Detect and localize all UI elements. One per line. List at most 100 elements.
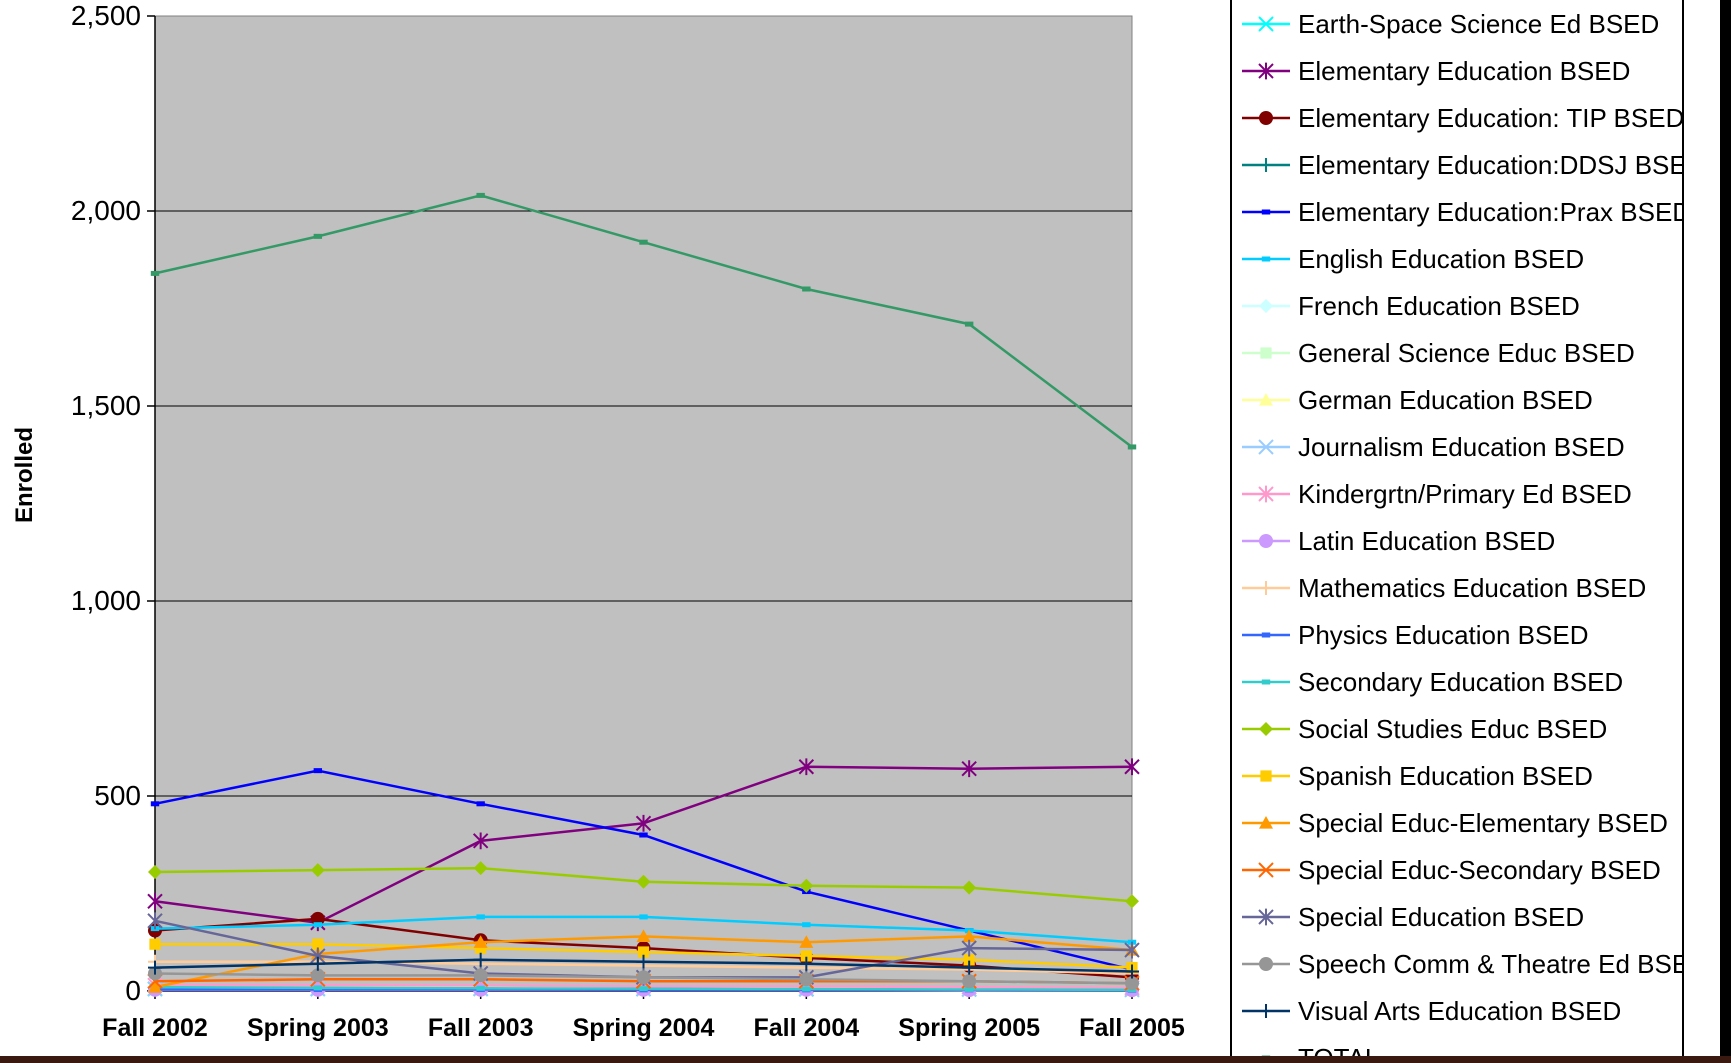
- data-point: [636, 874, 651, 889]
- legend-swatch: [1242, 1004, 1290, 1018]
- data-point: [800, 950, 812, 962]
- data-point: [473, 952, 488, 967]
- data-point: [1125, 894, 1139, 909]
- y-axis-label: Enrolled: [11, 427, 38, 523]
- legend-label: Elementary Education BSED: [1298, 56, 1631, 86]
- data-point: [1258, 62, 1274, 80]
- data-point: [1259, 581, 1273, 595]
- data-point: [1261, 679, 1271, 685]
- data-point: [1261, 1055, 1271, 1056]
- legend-label: Earth-Space Science Ed BSED: [1298, 9, 1660, 39]
- legend-item: Journalism Education BSED: [1232, 427, 1682, 467]
- legend-item: TOTAL: [1232, 1038, 1682, 1056]
- data-point: [639, 832, 648, 838]
- legend-swatch: [1242, 581, 1290, 595]
- data-point: [150, 270, 160, 276]
- data-point: [473, 861, 488, 876]
- legend-swatch: [1242, 862, 1290, 878]
- legend-swatch: [1242, 299, 1290, 313]
- data-point: [1259, 816, 1273, 829]
- data-point: [639, 986, 648, 992]
- series-lines: [147, 192, 1140, 998]
- data-point: [1125, 976, 1139, 991]
- data-point: [147, 892, 163, 910]
- data-point: [1125, 964, 1139, 979]
- x-tick-label: Spring 2003: [247, 1014, 389, 1042]
- x-tick-label: Spring 2004: [573, 1014, 715, 1042]
- legend-label: Speech Comm & Theatre Ed BSED: [1298, 949, 1684, 979]
- x-tick-label: Spring 2005: [898, 1014, 1040, 1042]
- legend-swatch: [1242, 111, 1290, 125]
- y-tick-label: 500: [94, 780, 141, 811]
- legend-item: Special Educ-Secondary BSED: [1232, 850, 1682, 890]
- legend-label: French Education BSED: [1298, 291, 1580, 321]
- x-axis-ticks: Fall 2002 Spring 2003 Fall 2003 Spring 2004…: [102, 991, 1185, 1042]
- y-axis-ticks: 0 500 1,000 1,500 2,000 2,500: [71, 0, 155, 1006]
- x-tick-label: Fall 2004: [754, 1014, 860, 1042]
- legend-label: Physics Education BSED: [1298, 620, 1589, 650]
- legend-item: Physics Education BSED: [1232, 615, 1682, 655]
- data-point: [964, 321, 974, 327]
- bottom-border: [0, 1056, 1731, 1063]
- x-tick-label: Fall 2002: [102, 1014, 208, 1042]
- legend-swatch: [1242, 62, 1290, 80]
- legend-swatch: [1242, 209, 1290, 215]
- data-point: [1259, 393, 1273, 406]
- data-point: [476, 914, 485, 920]
- data-point: [476, 985, 485, 991]
- data-point: [802, 286, 811, 292]
- data-point: [1258, 439, 1274, 455]
- legend-label: Spanish Education BSED: [1298, 761, 1593, 791]
- data-point: [636, 970, 651, 985]
- gridlines: [155, 210, 1132, 797]
- data-point: [1124, 941, 1140, 959]
- data-point: [639, 914, 648, 920]
- legend-label: Kindergrtn/Primary Ed BSED: [1298, 479, 1632, 509]
- legend-item: Elementary Education:Prax BSED: [1232, 192, 1682, 232]
- data-point: [1261, 632, 1271, 638]
- legend-label: German Education BSED: [1298, 385, 1593, 415]
- data-point: [636, 954, 651, 969]
- legend-item: Speech Comm & Theatre Ed BSED: [1232, 944, 1682, 984]
- data-point: [1259, 299, 1273, 313]
- data-point: [961, 939, 977, 957]
- y-tick-label: 2,000: [71, 195, 141, 226]
- line-chart: 0 500 1,000 1,500 2,000 2,500 Fall 2002 Spring…: [11, 0, 1185, 1042]
- data-point: [310, 863, 325, 878]
- data-point: [637, 946, 650, 958]
- legend-item: General Science Educ BSED: [1232, 333, 1682, 373]
- legend-swatch: [1261, 1055, 1271, 1056]
- legend-label: Visual Arts Education BSED: [1298, 996, 1622, 1026]
- legend-item: English Education BSED: [1232, 239, 1682, 279]
- legend-swatch: [1242, 347, 1290, 359]
- legend-label: Mathematics Education BSED: [1298, 573, 1647, 603]
- legend-label: Elementary Education:DDSJ BSED: [1298, 150, 1684, 180]
- legend-swatch: [1242, 679, 1290, 685]
- data-point: [799, 956, 814, 971]
- legend-item: Social Studies Educ BSED: [1232, 709, 1682, 749]
- data-point: [310, 968, 325, 983]
- data-point: [1261, 256, 1271, 262]
- legend-label: Special Educ-Secondary BSED: [1298, 855, 1661, 885]
- data-point: [1259, 158, 1273, 172]
- data-point: [1261, 209, 1271, 215]
- data-point: [313, 233, 323, 239]
- legend-label: Social Studies Educ BSED: [1298, 714, 1608, 744]
- data-point: [961, 760, 977, 778]
- legend-swatch: [1242, 485, 1290, 503]
- data-point: [310, 956, 325, 971]
- legend-item: Spanish Education BSED: [1232, 756, 1682, 796]
- legend-label: English Education BSED: [1298, 244, 1585, 274]
- series-total: [150, 192, 1137, 450]
- data-point: [149, 938, 161, 950]
- y-tick-label: 2,500: [71, 0, 141, 31]
- series-visual-arts-education-bsed: [148, 952, 1139, 979]
- data-point: [799, 972, 814, 987]
- x-tick-label: Fall 2005: [1079, 1014, 1185, 1042]
- data-point: [639, 239, 648, 245]
- legend-item: Mathematics Education BSED: [1232, 568, 1682, 608]
- data-point: [476, 801, 485, 807]
- legend-swatch: [1242, 256, 1290, 262]
- legend-item: Special Education BSED: [1232, 897, 1682, 937]
- data-point: [1127, 444, 1137, 450]
